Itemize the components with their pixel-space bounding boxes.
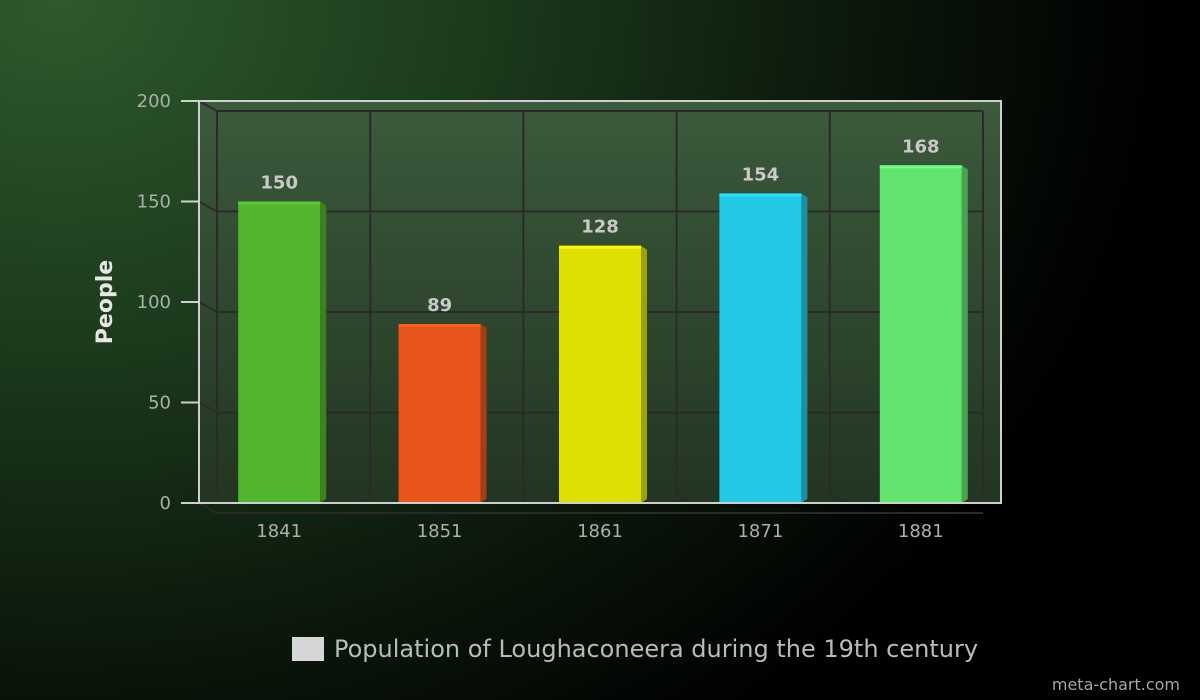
legend-swatch	[292, 637, 324, 661]
x-tick-label-1881: 1881	[898, 521, 944, 542]
x-tick-label-1861: 1861	[577, 521, 623, 542]
y-tick-label-0: 0	[160, 493, 171, 514]
bar-face	[398, 324, 481, 503]
bar-1851	[398, 324, 487, 503]
legend-label: Population of Loughaconeera during the 1…	[334, 635, 979, 663]
bar-top	[559, 245, 641, 249]
bar-top	[398, 324, 481, 328]
data-label-1861: 128	[581, 217, 619, 238]
data-label-1871: 154	[742, 164, 780, 185]
x-tick-label-1841: 1841	[256, 521, 302, 542]
bar-top	[879, 165, 962, 169]
bar-1841	[238, 201, 327, 503]
gridline-floor	[364, 492, 372, 504]
x-tick-label-1871: 1871	[737, 521, 783, 542]
y-tick-label-100: 100	[137, 292, 171, 313]
gridline-floor	[829, 492, 848, 504]
bar-side	[480, 324, 487, 503]
data-label-1851: 89	[427, 295, 452, 316]
gridline-depth	[198, 200, 218, 213]
bar-top	[719, 193, 802, 197]
x-tick-label-1851: 1851	[417, 521, 463, 542]
bar-1871	[719, 193, 808, 503]
y-tick-label-150: 150	[137, 192, 171, 213]
gridline-depth	[198, 401, 218, 414]
gridline-depth	[198, 502, 218, 514]
data-label-1841: 150	[260, 173, 298, 194]
bar-side	[801, 193, 808, 503]
legend: Population of Loughaconeera during the 1…	[292, 634, 978, 664]
bar-side	[320, 201, 327, 503]
gridline-floor	[522, 492, 527, 504]
gridline-depth	[198, 301, 218, 313]
y-axis-label: People	[93, 260, 118, 344]
bar-face	[719, 193, 802, 503]
bar-top	[238, 201, 321, 205]
bar-side	[961, 165, 968, 503]
bar-1861	[559, 245, 647, 503]
y-tick-label-50: 50	[148, 393, 171, 414]
gridline-depth	[198, 100, 218, 112]
bar-face	[879, 165, 962, 503]
bar-face	[238, 201, 321, 503]
bars	[238, 165, 968, 503]
plot-frame	[181, 100, 1002, 504]
data-label-1881: 168	[902, 136, 940, 157]
bar-1881	[879, 165, 968, 503]
gridline-floor	[675, 492, 687, 504]
bar-face	[559, 245, 641, 503]
watermark-credit: meta-chart.com	[1051, 675, 1180, 694]
y-tick-label-200: 200	[137, 91, 171, 112]
bar-side	[641, 245, 647, 503]
